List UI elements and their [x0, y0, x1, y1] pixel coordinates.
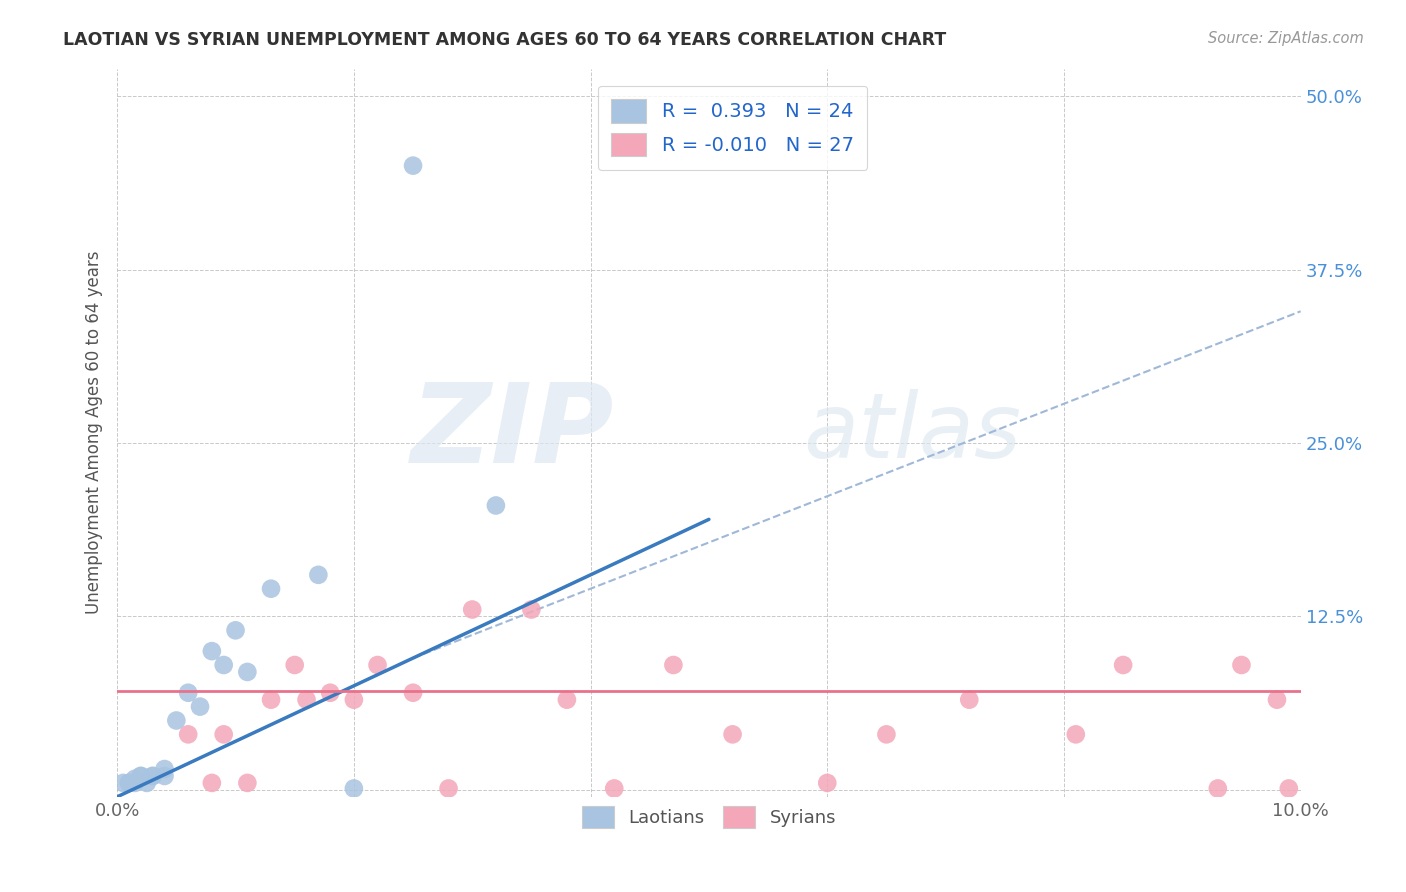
- Point: [112, 776, 135, 790]
- Point: [118, 776, 141, 790]
- Point: [319, 686, 342, 700]
- Point: [307, 567, 329, 582]
- Point: [603, 781, 626, 796]
- Point: [662, 658, 685, 673]
- Point: [201, 776, 224, 790]
- Point: [485, 499, 508, 513]
- Point: [165, 714, 187, 728]
- Point: [118, 776, 141, 790]
- Point: [135, 776, 157, 790]
- Point: [402, 686, 425, 700]
- Point: [284, 658, 307, 673]
- Point: [555, 692, 578, 706]
- Point: [142, 769, 165, 783]
- Point: [212, 658, 235, 673]
- Point: [1265, 692, 1288, 706]
- Point: [437, 781, 460, 796]
- Legend: Laotians, Syrians: Laotians, Syrians: [575, 798, 844, 835]
- Text: LAOTIAN VS SYRIAN UNEMPLOYMENT AMONG AGES 60 TO 64 YEARS CORRELATION CHART: LAOTIAN VS SYRIAN UNEMPLOYMENT AMONG AGE…: [63, 31, 946, 49]
- Text: Source: ZipAtlas.com: Source: ZipAtlas.com: [1208, 31, 1364, 46]
- Point: [1278, 781, 1301, 796]
- Point: [153, 762, 176, 776]
- Point: [129, 769, 152, 783]
- Point: [343, 692, 366, 706]
- Point: [367, 658, 389, 673]
- Point: [201, 644, 224, 658]
- Point: [188, 699, 211, 714]
- Point: [402, 159, 425, 173]
- Point: [124, 776, 146, 790]
- Point: [260, 582, 283, 596]
- Point: [260, 692, 283, 706]
- Point: [177, 686, 200, 700]
- Point: [129, 769, 152, 783]
- Point: [1230, 658, 1253, 673]
- Point: [461, 602, 484, 616]
- Text: atlas: atlas: [804, 389, 1022, 476]
- Point: [520, 602, 543, 616]
- Point: [295, 692, 318, 706]
- Y-axis label: Unemployment Among Ages 60 to 64 years: Unemployment Among Ages 60 to 64 years: [86, 251, 103, 615]
- Point: [1206, 781, 1229, 796]
- Point: [875, 727, 897, 741]
- Point: [1112, 658, 1135, 673]
- Point: [225, 624, 247, 638]
- Point: [153, 769, 176, 783]
- Text: ZIP: ZIP: [411, 379, 614, 486]
- Point: [343, 781, 366, 796]
- Point: [957, 692, 980, 706]
- Point: [212, 727, 235, 741]
- Point: [1064, 727, 1087, 741]
- Point: [815, 776, 838, 790]
- Point: [177, 727, 200, 741]
- Point: [236, 665, 259, 679]
- Point: [124, 772, 146, 786]
- Point: [236, 776, 259, 790]
- Point: [142, 769, 165, 783]
- Point: [721, 727, 744, 741]
